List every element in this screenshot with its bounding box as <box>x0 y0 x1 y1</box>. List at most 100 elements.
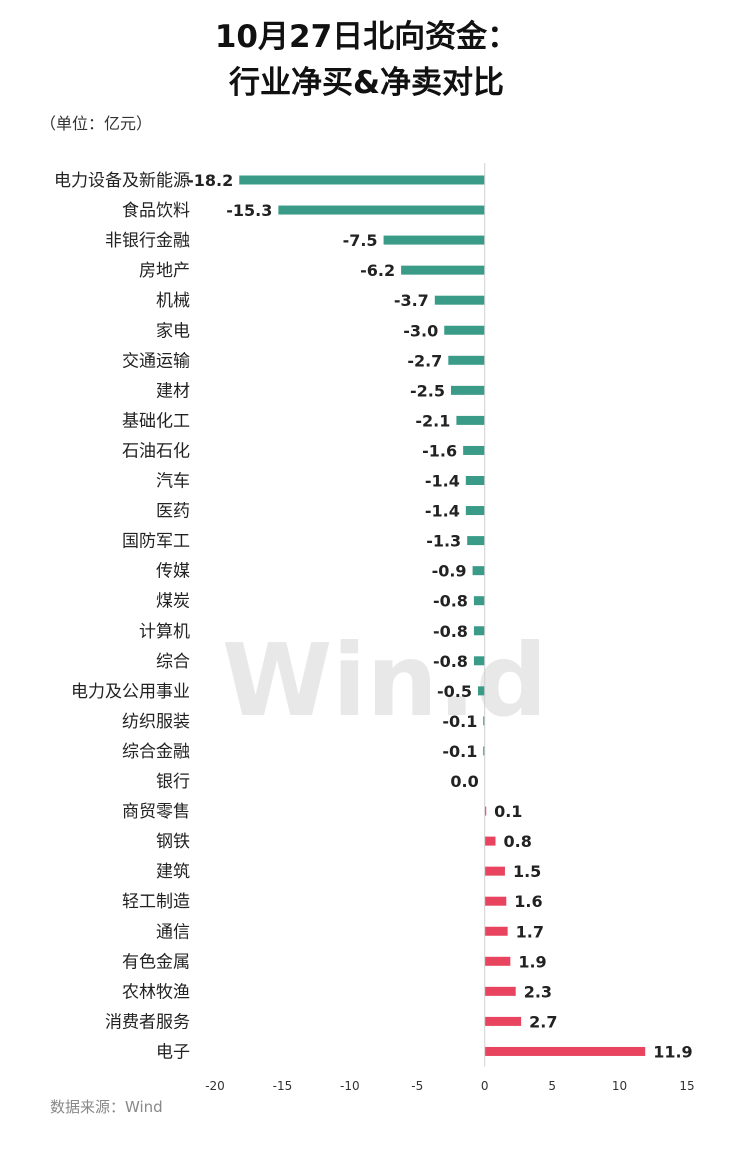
bar <box>484 1046 646 1056</box>
category-label: 非银行金融 <box>105 231 190 251</box>
data-label: -0.8 <box>433 652 468 671</box>
data-label: -1.6 <box>422 441 457 460</box>
data-label: -3.7 <box>394 291 429 310</box>
data-label: -18.2 <box>187 171 233 190</box>
bar <box>484 956 511 966</box>
x-tick-label: 15 <box>679 1079 694 1093</box>
data-label: -3.0 <box>403 321 438 340</box>
bar <box>484 986 516 996</box>
data-label: 1.7 <box>516 922 544 941</box>
bar <box>278 205 485 215</box>
data-label: -2.1 <box>415 411 450 430</box>
category-label: 传媒 <box>156 562 190 582</box>
data-label: 0.1 <box>494 802 522 821</box>
bar <box>465 506 485 516</box>
data-label: 2.3 <box>524 982 552 1001</box>
bar <box>463 445 485 455</box>
value-labels-layer: -18.2 -15.3 -7.5 -6.2 -3.7 -3.0 -2.7 -2.5 -2.1 -1… <box>187 171 693 1061</box>
category-label: 煤炭 <box>156 592 190 612</box>
category-label: 建筑 <box>156 862 190 882</box>
data-label: -2.5 <box>410 381 445 400</box>
data-label: -0.5 <box>437 682 472 701</box>
bar <box>472 566 485 576</box>
category-label: 家电 <box>156 321 190 341</box>
bar <box>484 806 487 816</box>
source-label: 数据来源：Wind <box>50 1098 163 1116</box>
bar <box>483 716 485 726</box>
chart-title-line-2: 行业净买&净卖对比 <box>228 65 505 101</box>
x-tick-label: -15 <box>273 1079 293 1093</box>
data-label: -7.5 <box>343 231 378 250</box>
category-label: 综合 <box>156 652 190 672</box>
category-label: 汽车 <box>156 472 190 492</box>
data-label: 0.0 <box>450 772 478 791</box>
data-label: 1.5 <box>513 862 541 881</box>
data-label: -1.3 <box>426 532 461 551</box>
bar <box>434 295 485 305</box>
x-tick-label: -5 <box>411 1079 423 1093</box>
data-label: 0.8 <box>504 832 532 851</box>
bar <box>473 626 485 636</box>
category-label: 有色金属 <box>122 952 190 972</box>
category-label: 电力设备及新能源 <box>54 171 190 191</box>
category-label: 综合金融 <box>122 742 190 762</box>
category-label: 房地产 <box>139 261 190 281</box>
bar <box>451 385 485 395</box>
category-label: 钢铁 <box>156 832 190 852</box>
x-tick-label: -10 <box>340 1079 360 1093</box>
data-label: -6.2 <box>360 261 395 280</box>
bar <box>484 866 505 876</box>
bar <box>484 836 496 846</box>
category-label: 农林牧渔 <box>122 982 190 1002</box>
bars-layer <box>239 175 646 1056</box>
watermark: Win.d <box>222 622 547 739</box>
bar <box>484 926 508 936</box>
category-label: 医药 <box>156 502 190 522</box>
bar <box>465 476 485 485</box>
category-label: 国防军工 <box>122 532 190 552</box>
category-label: 建材 <box>156 381 190 401</box>
bar <box>383 235 485 245</box>
bar <box>467 536 485 546</box>
bar <box>401 265 485 275</box>
data-label: 1.9 <box>518 952 546 971</box>
data-label: -1.4 <box>425 502 460 521</box>
data-label: -0.1 <box>442 742 477 761</box>
data-label: -0.8 <box>433 622 468 641</box>
data-label: 2.7 <box>529 1012 557 1031</box>
x-tick-label: -20 <box>205 1079 225 1093</box>
bar <box>239 175 485 185</box>
bar <box>448 355 485 365</box>
x-tick-label: 10 <box>612 1079 627 1093</box>
category-label: 交通运输 <box>122 351 190 371</box>
data-label: -0.9 <box>432 562 467 581</box>
bar <box>473 596 485 606</box>
category-label: 电力及公用事业 <box>71 682 190 702</box>
x-axis-ticks: -20 -15 -10 -5 0 5 10 15 <box>205 1079 694 1093</box>
bar <box>473 656 485 666</box>
data-label: 11.9 <box>653 1042 692 1061</box>
bar <box>483 746 485 756</box>
x-tick-label: 0 <box>481 1079 489 1093</box>
chart-title-line-1: 10月27日北向资金： <box>214 19 519 55</box>
category-label: 机械 <box>156 291 190 311</box>
chart-title: 10月27日北向资金： 行业净买&净卖对比 <box>0 14 733 106</box>
category-label: 消费者服务 <box>105 1012 190 1032</box>
bar <box>456 415 485 425</box>
data-label: -2.7 <box>407 351 442 370</box>
category-label: 纺织服装 <box>122 712 190 732</box>
category-label: 石油石化 <box>122 441 190 461</box>
category-labels-layer: 电力设备及新能源食品饮料非银行金融房地产机械家电交通运输建材基础化工石油石化汽车… <box>54 171 190 1062</box>
data-label: 1.6 <box>514 892 542 911</box>
category-label: 电子 <box>156 1042 190 1062</box>
data-label: -0.1 <box>442 712 477 731</box>
x-tick-label: 5 <box>548 1079 556 1093</box>
category-label: 基础化工 <box>122 411 190 431</box>
data-label: -0.8 <box>433 592 468 611</box>
unit-label: （单位：亿元） <box>40 114 153 133</box>
bar <box>477 686 485 696</box>
category-label: 计算机 <box>139 622 190 642</box>
category-label: 银行 <box>156 772 190 792</box>
bar <box>484 1016 522 1026</box>
